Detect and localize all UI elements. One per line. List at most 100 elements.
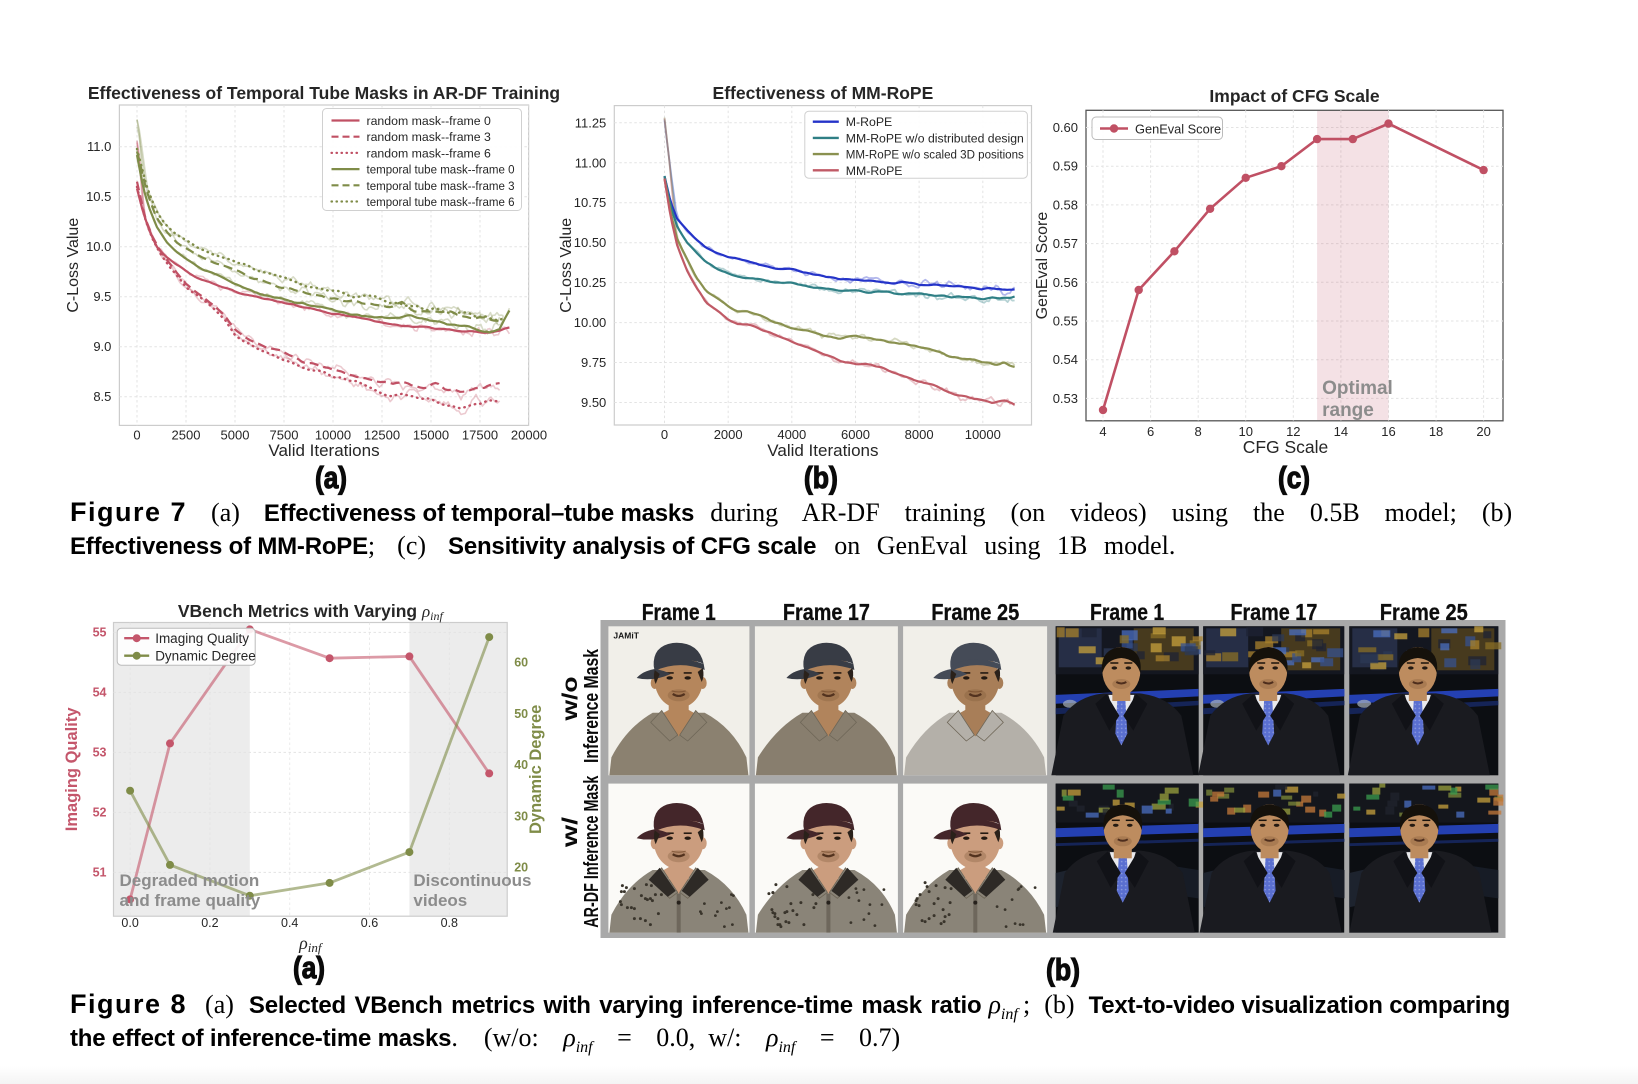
svg-text:Optimal: Optimal (1322, 378, 1393, 399)
svg-text:videos: videos (413, 891, 467, 910)
svg-text:random mask--frame 3: random mask--frame 3 (367, 130, 492, 144)
svg-text:Frame 1: Frame 1 (642, 599, 716, 625)
svg-text:temporal tube mask--frame 0: temporal tube mask--frame 0 (367, 163, 515, 177)
svg-text:17500: 17500 (462, 427, 498, 442)
svg-text:M-RoPE: M-RoPE (846, 115, 892, 129)
svg-text:MM-RoPE: MM-RoPE (846, 164, 903, 178)
svg-text:Discontinuous: Discontinuous (413, 871, 531, 890)
svg-text:(c): (c) (1278, 460, 1310, 495)
svg-text:10.00: 10.00 (574, 315, 607, 330)
svg-text:Imaging Quality: Imaging Quality (63, 707, 81, 832)
svg-text:12: 12 (1286, 424, 1300, 439)
svg-text:temporal tube mask--frame 6: temporal tube mask--frame 6 (367, 195, 515, 209)
svg-text:0.57: 0.57 (1053, 236, 1078, 251)
svg-text:6: 6 (1147, 424, 1154, 439)
svg-text:0.6: 0.6 (361, 916, 378, 930)
svg-text:VBench Metrics with Varying ρi: VBench Metrics with Varying ρinf (178, 601, 445, 623)
svg-text:Frame 17: Frame 17 (783, 599, 870, 625)
svg-text:0.58: 0.58 (1053, 197, 1078, 212)
svg-text:20000: 20000 (511, 427, 547, 442)
svg-text:0.0: 0.0 (121, 916, 138, 930)
svg-text:8000: 8000 (905, 427, 934, 442)
svg-text:20: 20 (514, 861, 528, 875)
svg-text:Inference Mask: Inference Mask (581, 648, 603, 763)
svg-text:random mask--frame 0: random mask--frame 0 (367, 114, 492, 128)
svg-text:C-Loss Value: C-Loss Value (558, 218, 575, 313)
svg-text:16: 16 (1381, 424, 1395, 439)
svg-text:JAMiT: JAMiT (613, 630, 639, 640)
svg-text:10.5: 10.5 (86, 189, 111, 204)
svg-text:0.59: 0.59 (1053, 159, 1078, 174)
svg-text:Imaging Quality: Imaging Quality (155, 631, 249, 646)
svg-text:0: 0 (661, 427, 668, 442)
svg-text:11.00: 11.00 (575, 155, 607, 170)
svg-text:8: 8 (1195, 424, 1202, 439)
svg-text:0.8: 0.8 (441, 916, 458, 930)
svg-text:8.5: 8.5 (93, 389, 111, 404)
svg-text:10000: 10000 (315, 427, 351, 442)
svg-text:Valid Iterations: Valid Iterations (268, 441, 379, 460)
svg-text:GenEval Score: GenEval Score (1034, 212, 1051, 320)
svg-text:9.75: 9.75 (581, 355, 606, 370)
svg-text:11.25: 11.25 (575, 115, 607, 130)
svg-text:10000: 10000 (965, 427, 1001, 442)
svg-text:Dynamic Degree: Dynamic Degree (155, 648, 256, 663)
svg-text:52: 52 (93, 805, 107, 819)
svg-text:9.0: 9.0 (93, 339, 111, 354)
svg-text:GenEval Score: GenEval Score (1135, 121, 1221, 136)
svg-text:random mask--frame 6: random mask--frame 6 (367, 146, 492, 160)
svg-text:10.50: 10.50 (574, 235, 607, 250)
svg-text:Impact of CFG Scale: Impact of CFG Scale (1209, 86, 1379, 106)
svg-text:Frame 17: Frame 17 (1230, 599, 1317, 625)
svg-text:4: 4 (1099, 424, 1106, 439)
svg-text:18: 18 (1429, 424, 1443, 439)
svg-text:0.53: 0.53 (1053, 391, 1078, 406)
svg-text:C-Loss Value: C-Loss Value (65, 218, 82, 313)
svg-text:51: 51 (93, 865, 107, 879)
svg-text:11.0: 11.0 (87, 139, 111, 154)
svg-text:60: 60 (514, 656, 528, 670)
svg-text:2500: 2500 (172, 427, 201, 442)
svg-text:Frame 25: Frame 25 (1380, 599, 1468, 625)
svg-text:Valid Iterations: Valid Iterations (767, 441, 878, 460)
svg-text:(a): (a) (315, 460, 347, 495)
svg-text:30: 30 (514, 809, 528, 823)
svg-text:20: 20 (1476, 424, 1490, 439)
svg-text:0.60: 0.60 (1053, 120, 1078, 135)
svg-text:14: 14 (1334, 424, 1348, 439)
svg-text:and frame quality: and frame quality (120, 891, 261, 910)
svg-text:Effectiveness of MM-RoPE: Effectiveness of MM-RoPE (713, 83, 934, 103)
svg-text:(a): (a) (293, 950, 325, 985)
svg-text:10.75: 10.75 (574, 195, 607, 210)
svg-text:9.50: 9.50 (581, 395, 606, 410)
svg-text:6000: 6000 (841, 427, 870, 442)
svg-text:53: 53 (93, 745, 107, 759)
svg-text:Degraded motion: Degraded motion (120, 871, 260, 890)
svg-text:50: 50 (514, 707, 528, 721)
svg-text:5000: 5000 (221, 427, 250, 442)
svg-text:Frame 25: Frame 25 (931, 599, 1019, 625)
svg-text:7500: 7500 (270, 427, 299, 442)
svg-text:Effectiveness of Temporal Tube: Effectiveness of Temporal Tube Masks in … (88, 83, 560, 103)
svg-text:15000: 15000 (413, 427, 449, 442)
svg-text:0.54: 0.54 (1053, 352, 1078, 367)
svg-text:2000: 2000 (714, 427, 743, 442)
svg-text:10.25: 10.25 (574, 275, 607, 290)
svg-text:temporal tube mask--frame 3: temporal tube mask--frame 3 (367, 179, 515, 193)
svg-text:w/: w/ (559, 817, 582, 849)
svg-text:w/o: w/o (559, 677, 582, 722)
svg-text:0: 0 (133, 427, 140, 442)
svg-text:40: 40 (514, 758, 528, 772)
svg-text:CFG Scale: CFG Scale (1243, 437, 1329, 457)
svg-text:Dynamic Degree: Dynamic Degree (527, 705, 545, 834)
svg-text:9.5: 9.5 (93, 289, 111, 304)
svg-text:0.4: 0.4 (281, 916, 298, 930)
svg-text:10.0: 10.0 (86, 239, 111, 254)
svg-text:Frame 1: Frame 1 (1090, 599, 1164, 625)
svg-text:MM-RoPE w/o distributed design: MM-RoPE w/o distributed design (846, 131, 1024, 145)
svg-text:4000: 4000 (777, 427, 806, 442)
svg-text:MM-RoPE w/o scaled 3D position: MM-RoPE w/o scaled 3D positions (846, 148, 1024, 162)
svg-text:0.2: 0.2 (201, 916, 218, 930)
svg-text:range: range (1322, 400, 1374, 421)
svg-text:AR-DF Inference Mask: AR-DF Inference Mask (581, 775, 603, 928)
